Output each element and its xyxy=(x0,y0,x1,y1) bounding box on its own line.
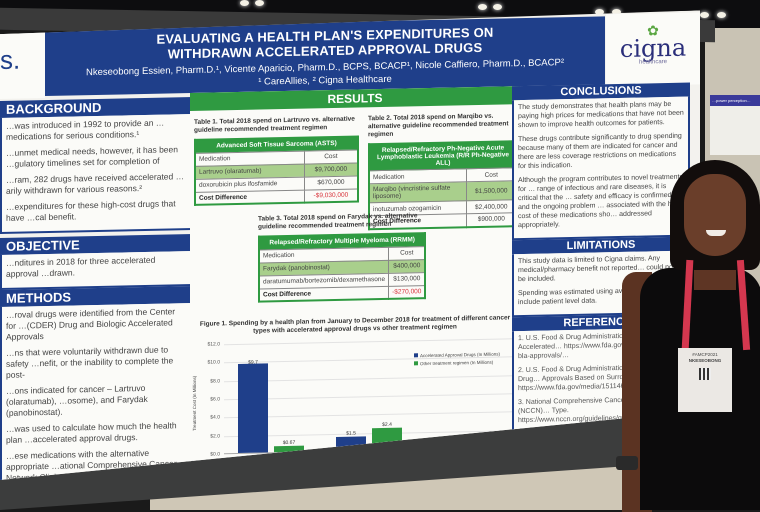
cost-cell: $130,000 xyxy=(389,272,426,286)
name-badge: #AMCP2021 NKESEOBONG xyxy=(678,348,732,412)
bar-value-label: $1.5 xyxy=(346,430,356,437)
bar-asts-accelerated xyxy=(238,363,268,453)
cigna-wordmark: cigna xyxy=(619,33,687,64)
qr-code-icon xyxy=(699,368,711,380)
table-2-caption: Table 2. Total 2018 spend on Marqibo vs.… xyxy=(368,112,509,139)
figure-1-caption: Figure 1. Spending by a health plan from… xyxy=(199,314,511,335)
y-tick: $10.0 xyxy=(207,359,220,366)
cost-difference-label: Cost Difference xyxy=(259,286,389,302)
badge-event: #AMCP2021 xyxy=(692,352,718,357)
legend-swatch xyxy=(414,361,418,365)
bar-value-label: $9.7 xyxy=(248,359,258,366)
smartwatch xyxy=(616,456,638,470)
background-paragraph: …was introduced in 1992 to provide an …m… xyxy=(6,117,165,142)
badge-name: NKESEOBONG xyxy=(688,358,722,363)
y-tick: $4.0 xyxy=(210,414,220,421)
cost-difference-value: $900,000 xyxy=(466,213,517,227)
methods-paragraph: …ns that were voluntarily withdrawn due … xyxy=(6,344,174,380)
table-3-caption: Table 3. Total 2018 spend on Farydak vs.… xyxy=(258,212,418,231)
legend-swatch xyxy=(414,353,418,357)
cost-cell: $670,000 xyxy=(304,176,358,190)
table-2-title: Relapsed/Refractory Ph-Negative Acute Ly… xyxy=(369,141,517,171)
methods-paragraph: …roval drugs were identified from the Ce… xyxy=(6,306,176,342)
y-tick: $2.0 xyxy=(210,433,220,440)
y-tick: $6.0 xyxy=(210,396,220,403)
ceiling-light xyxy=(717,12,726,18)
left-column: BACKGROUND …was introduced in 1992 to pr… xyxy=(0,97,193,481)
bar-value-label: $2.4 xyxy=(382,421,392,428)
ceiling-light xyxy=(612,9,621,15)
cost-difference-label: Cost Difference xyxy=(195,190,304,205)
smile xyxy=(706,230,726,236)
objective-text: …nditures in 2018 for three accelerated … xyxy=(6,254,156,279)
cost-cell: $1,500,000 xyxy=(466,181,517,201)
methods-paragraph: …ons indicated for cancer – Lartruvo (ol… xyxy=(6,382,148,418)
background-paragraph: …unmet medical needs, however, it has be… xyxy=(6,144,178,169)
y-axis-label: Treatment Cost (In Millions) xyxy=(192,375,197,431)
cigna-logo: ✿ cigna healthcare xyxy=(606,12,700,86)
table-3-block: Table 3. Total 2018 spend on Farydak vs.… xyxy=(258,212,418,302)
presenter-person: #AMCP2021 NKESEOBONG xyxy=(612,160,760,512)
methods-paragraph: …was used to calculate how much the heal… xyxy=(6,420,177,445)
legend-item: Other treatment regimen (In Millions) xyxy=(414,359,500,369)
cost-cell: $400,000 xyxy=(389,259,426,273)
background-section: …was introduced in 1992 to provide an …m… xyxy=(0,114,193,234)
cost-cell: $9,700,000 xyxy=(304,163,358,177)
neighbor-poster: …power perception… xyxy=(710,95,760,155)
face xyxy=(684,174,746,256)
background-paragraph: …ram, 282 drugs have received accelerate… xyxy=(6,171,185,196)
y-tick: $8.0 xyxy=(210,378,220,385)
gridline xyxy=(224,338,514,345)
neighbor-poster-title: …power perception… xyxy=(710,95,760,106)
legend-label: Other treatment regimen (In Millions) xyxy=(420,359,494,367)
col-cost: Cost xyxy=(304,150,358,164)
ceiling-light xyxy=(595,9,604,15)
medication-cell: Marqibo (vincristine sulfate liposome) xyxy=(369,182,466,203)
chart-legend: Accelerated Approval Drugs (In Millions)… xyxy=(414,351,500,369)
table-1-caption: Table 1. Total 2018 spend on Lartruvo vs… xyxy=(194,115,355,134)
legend-label: Accelerated Approval Drugs (In Millions) xyxy=(420,351,501,359)
results-section: RESULTS Table 1. Total 2018 spend on Lar… xyxy=(190,86,520,473)
y-tick: $0.0 xyxy=(210,451,220,458)
research-poster: s. EVALUATING A HEALTH PLAN'S EXPENDITUR… xyxy=(0,10,700,480)
cost-difference-row: Cost Difference -$270,000 xyxy=(259,285,425,301)
ceiling-light xyxy=(240,0,249,6)
ceiling-light xyxy=(493,4,502,10)
table-3: Relapsed/Refractory Multiple Myeloma (RR… xyxy=(258,232,426,303)
cost-cell: $2,400,000 xyxy=(466,200,517,214)
table-1: Advanced Soft Tissue Sarcoma (ASTS) Medi… xyxy=(194,135,359,205)
left-logo: s. xyxy=(0,26,45,99)
col-cost: Cost xyxy=(466,168,517,182)
objective-section: …nditures in 2018 for three accelerated … xyxy=(0,251,193,290)
conclusion-bullet: The study demonstrates that health plans… xyxy=(518,100,684,130)
y-tick: $12.0 xyxy=(207,341,220,348)
ceiling-light xyxy=(478,4,487,10)
background-paragraph: …expenditures for these high-cost drugs … xyxy=(6,198,176,223)
bar-value-label: $0.67 xyxy=(282,439,296,447)
table-1-block: Table 1. Total 2018 spend on Lartruvo vs… xyxy=(194,115,359,205)
cost-difference-row: Cost Difference -$9,030,000 xyxy=(195,189,358,205)
col-cost: Cost xyxy=(389,246,426,260)
ceiling-light xyxy=(700,12,709,18)
cost-difference-value: -$9,030,000 xyxy=(304,189,358,203)
ceiling-light xyxy=(255,0,264,6)
cost-difference-value: -$270,000 xyxy=(389,285,426,299)
